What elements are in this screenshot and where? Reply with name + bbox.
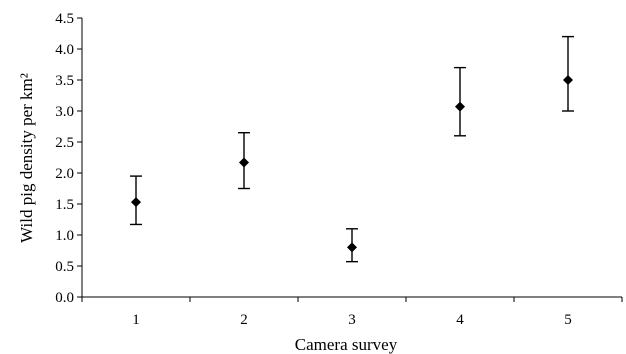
data-point: [562, 35, 574, 112]
x-tick-label: 2: [240, 312, 248, 328]
y-tick-label: 1.5: [55, 197, 74, 213]
data-point: [454, 66, 466, 137]
diamond-marker: [347, 242, 357, 253]
diamond-marker: [239, 157, 249, 168]
y-tick-label: 4.5: [55, 11, 74, 27]
x-tick-label: 4: [456, 312, 464, 328]
y-tick-label: 3.0: [55, 104, 74, 120]
data-point: [130, 175, 142, 226]
data-points: [130, 35, 574, 263]
diamond-marker: [131, 197, 141, 208]
y-tick-label: 2.0: [55, 166, 74, 182]
data-point: [346, 228, 358, 263]
x-tick-label: 1: [132, 312, 140, 328]
diamond-marker: [455, 101, 465, 112]
y-axis-title: Wild pig density per km²: [17, 73, 36, 243]
x-axis: 1 2 3 4 5: [81, 296, 623, 328]
diamond-marker: [563, 75, 573, 85]
y-tick-label: 0.5: [55, 259, 74, 275]
y-tick-label: 0.0: [55, 290, 74, 306]
x-tick-label: 5: [564, 312, 572, 328]
data-point: [238, 131, 250, 190]
x-tick-label: 3: [348, 312, 356, 328]
y-tick-label: 1.0: [55, 228, 74, 244]
y-tick-label: 4.0: [55, 42, 74, 58]
y-axis: 0.0 0.5 1.0 1.5 2.0 2.5 3.0 3.5 4.0 4.5: [55, 11, 83, 306]
x-axis-title: Camera survey: [295, 335, 398, 354]
y-tick-label: 2.5: [55, 135, 74, 151]
y-tick-label: 3.5: [55, 73, 74, 89]
